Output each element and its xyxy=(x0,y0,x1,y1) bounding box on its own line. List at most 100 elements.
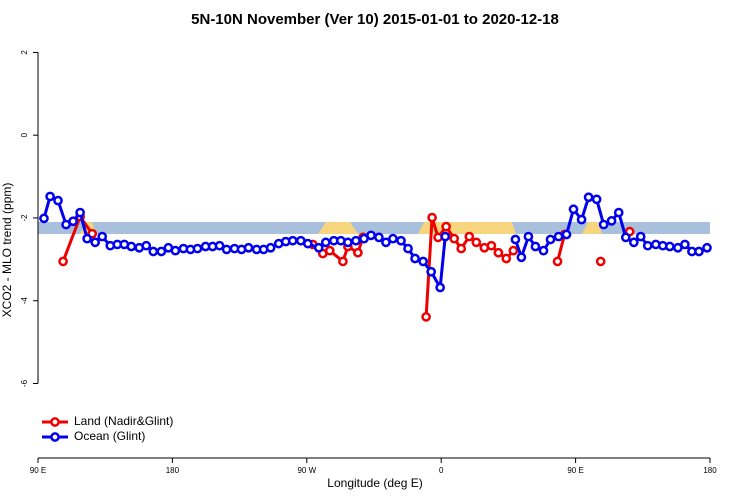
point xyxy=(664,241,675,252)
point xyxy=(583,192,594,203)
y-tick-label: 2 xyxy=(20,50,29,55)
point xyxy=(427,212,437,223)
point xyxy=(374,232,384,243)
y-axis-label: XCO2 - MLO trend (ppm) xyxy=(0,183,14,318)
x-tick-label: 90 E xyxy=(30,466,46,475)
point xyxy=(435,282,446,293)
y-tick-label: -4 xyxy=(20,297,29,305)
land-patch xyxy=(318,222,358,234)
x-tick-label: 180 xyxy=(166,466,180,475)
point xyxy=(591,194,602,205)
legend: Land (Nadir&Glint)Ocean (Glint) xyxy=(42,414,173,443)
point xyxy=(606,216,617,226)
point xyxy=(516,252,527,263)
point xyxy=(338,256,348,267)
point xyxy=(426,266,437,277)
series xyxy=(39,191,712,293)
point xyxy=(538,245,549,256)
point xyxy=(192,243,203,254)
point xyxy=(313,242,324,253)
point xyxy=(421,312,431,322)
point xyxy=(510,234,521,245)
legend-marker xyxy=(50,432,60,442)
point xyxy=(456,243,467,254)
point xyxy=(620,232,631,243)
point xyxy=(366,230,376,241)
point xyxy=(82,233,92,244)
point xyxy=(126,241,137,252)
point xyxy=(635,231,646,242)
point xyxy=(148,246,159,257)
point xyxy=(351,235,361,246)
point xyxy=(523,231,534,242)
point xyxy=(353,247,363,258)
x-tick-label: 180 xyxy=(703,466,717,475)
point xyxy=(440,231,451,242)
legend-label: Land (Nadir&Glint) xyxy=(74,414,173,428)
point xyxy=(545,234,556,245)
point xyxy=(694,246,704,257)
x-tick-label: 90 W xyxy=(297,466,316,475)
point xyxy=(287,235,298,246)
point xyxy=(75,207,85,218)
point xyxy=(265,242,276,253)
point xyxy=(58,256,68,267)
point xyxy=(170,245,181,256)
point xyxy=(388,233,398,244)
point xyxy=(613,207,624,218)
x-tick-label: 0 xyxy=(439,466,444,475)
point xyxy=(568,204,579,215)
point xyxy=(553,231,564,242)
point xyxy=(552,256,563,267)
point xyxy=(486,240,497,251)
x-axis-label: Longitude (deg E) xyxy=(327,476,422,490)
point xyxy=(324,245,335,256)
map-strip xyxy=(38,222,710,234)
point xyxy=(396,235,406,246)
point xyxy=(302,238,313,249)
point xyxy=(441,221,451,232)
ocean-strip xyxy=(38,222,710,234)
y-tick-label: -2 xyxy=(20,214,29,222)
point xyxy=(403,243,413,254)
point xyxy=(493,247,504,258)
point xyxy=(53,195,63,206)
point xyxy=(680,239,690,250)
point xyxy=(39,213,49,224)
y-tick-label: 0 xyxy=(20,132,29,137)
point xyxy=(598,219,609,230)
point xyxy=(642,240,653,251)
legend-marker xyxy=(50,417,60,427)
point xyxy=(418,256,428,267)
point xyxy=(221,244,232,255)
point xyxy=(320,237,331,248)
point xyxy=(464,231,475,242)
y-tick-label: -6 xyxy=(20,379,29,387)
point xyxy=(68,216,78,227)
point xyxy=(595,256,606,267)
point xyxy=(97,231,108,242)
point xyxy=(628,237,639,248)
point xyxy=(471,237,482,248)
x-tick-label: 90 E xyxy=(567,466,583,475)
point xyxy=(561,229,572,240)
point xyxy=(90,237,101,248)
point xyxy=(381,237,391,248)
point xyxy=(449,233,460,244)
point xyxy=(702,242,712,253)
legend-label: Ocean (Glint) xyxy=(74,429,145,443)
land-patch xyxy=(582,222,602,234)
point xyxy=(45,191,55,202)
chart-title: 5N-10N November (Ver 10) 2015-01-01 to 2… xyxy=(191,11,559,28)
point xyxy=(508,245,519,256)
point xyxy=(501,253,512,264)
point xyxy=(530,241,541,252)
point xyxy=(243,242,254,253)
point xyxy=(156,246,167,257)
point xyxy=(410,253,420,264)
point xyxy=(214,240,225,251)
point xyxy=(576,214,587,225)
point xyxy=(141,240,152,251)
